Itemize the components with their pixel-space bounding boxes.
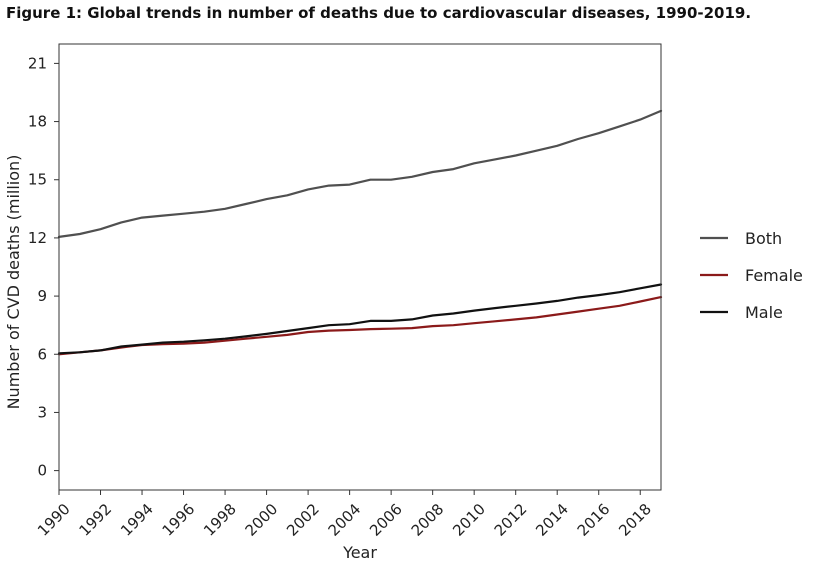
y-tick-label: 15 — [28, 171, 47, 189]
x-tick-label: 2000 — [242, 500, 282, 540]
x-tick-label: 2014 — [532, 500, 572, 540]
x-tick-label: 2002 — [283, 500, 323, 540]
legend-label-both: Both — [745, 229, 782, 248]
y-tick-label: 18 — [28, 113, 47, 131]
x-tick-label: 2018 — [615, 500, 655, 540]
y-axis: 0 3 6 9 12 15 18 21 — [28, 54, 59, 480]
plot-frame — [58, 43, 662, 491]
y-axis-label: Number of CVD deaths (million) — [4, 155, 23, 410]
x-tick-label: 1998 — [200, 500, 240, 540]
x-tick-label: 2010 — [449, 500, 489, 540]
figure-title: Figure 1: Global trends in number of dea… — [6, 4, 752, 22]
y-tick-label: 21 — [28, 54, 47, 72]
y-tick-label: 6 — [37, 345, 47, 363]
y-tick-label: 9 — [37, 287, 47, 305]
series-layer — [57, 109, 663, 356]
series-line-female — [57, 296, 663, 356]
x-tick-label: 2004 — [325, 500, 365, 540]
x-axis: 1990 1992 1994 1996 1998 2000 2002 2004 2006 2008… — [34, 490, 655, 540]
x-tick-label: 1990 — [34, 500, 74, 540]
x-tick-label: 2008 — [408, 500, 448, 540]
series-line-both — [57, 109, 663, 238]
x-tick-label: 1996 — [159, 500, 199, 540]
y-tick-label: 0 — [37, 462, 47, 480]
plot-border — [58, 43, 662, 491]
x-tick-label: 2006 — [366, 500, 406, 540]
x-tick-label: 1992 — [76, 500, 116, 540]
legend-label-female: Female — [745, 266, 803, 285]
x-tick-label: 1994 — [117, 500, 157, 540]
y-tick-label: 3 — [37, 403, 47, 421]
x-axis-label: Year — [342, 543, 377, 562]
legend-label-male: Male — [745, 303, 783, 322]
legend: Both Female Male — [700, 229, 803, 322]
series-line-male — [57, 283, 663, 355]
x-tick-label: 2012 — [491, 500, 531, 540]
x-tick-label: 2016 — [574, 500, 614, 540]
y-tick-label: 12 — [28, 229, 47, 247]
